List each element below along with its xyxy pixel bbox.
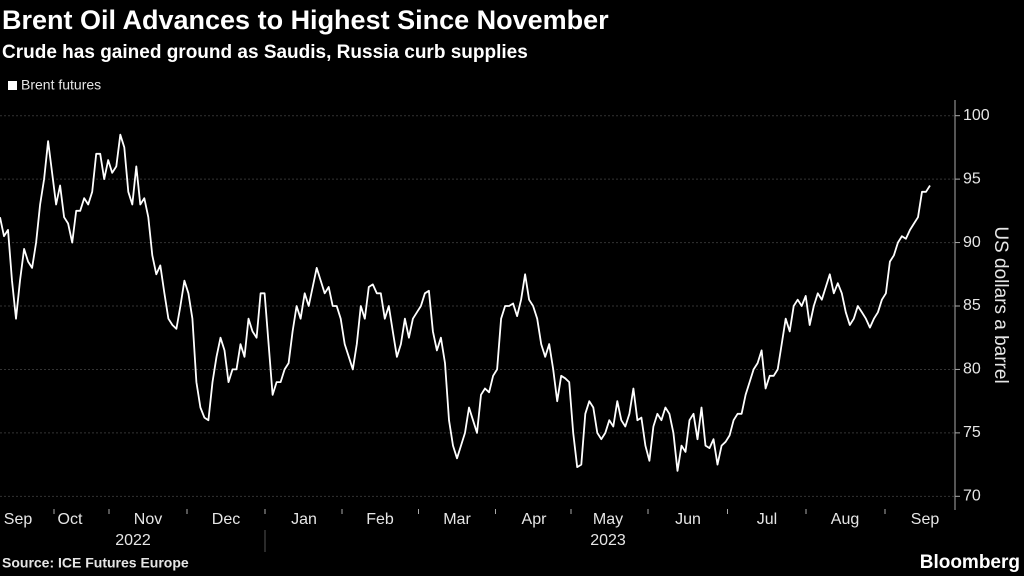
legend-swatch (8, 81, 17, 90)
x-tick-label: Apr (522, 511, 548, 528)
x-tick-label: Jan (291, 511, 317, 528)
x-tick-label: Dec (212, 511, 240, 528)
x-tick-label: May (593, 511, 623, 528)
price-line (0, 133, 931, 472)
y-tick-label: 70 (963, 488, 981, 505)
chart-subtitle: Crude has gained ground as Saudis, Russi… (2, 42, 528, 63)
y-axis-label: US dollars a barrel (990, 226, 1011, 383)
chart-title: Brent Oil Advances to Highest Since Nove… (2, 5, 609, 35)
year-label: 2022 (115, 532, 151, 549)
y-tick-label: 85 (963, 297, 981, 314)
x-tick-label: Jun (675, 511, 701, 528)
y-tick-label: 100 (963, 107, 990, 124)
year-label: 2023 (590, 532, 626, 549)
y-tick-label: 90 (963, 234, 981, 251)
x-tick-label: Jul (757, 511, 777, 528)
y-tick-label: 75 (963, 424, 981, 441)
x-tick-label: Aug (831, 511, 859, 528)
x-tick-label: Oct (58, 511, 83, 528)
x-tick-label: Feb (366, 511, 394, 528)
x-tick-label: Nov (134, 511, 162, 528)
x-tick-label: Mar (443, 511, 471, 528)
legend-label: Brent futures (21, 77, 101, 93)
x-tick-label: Sep (911, 511, 940, 528)
y-tick-label: 95 (963, 170, 981, 187)
y-tick-label: 80 (963, 361, 981, 378)
brand: Bloomberg (920, 552, 1020, 573)
source: Source: ICE Futures Europe (2, 555, 189, 571)
x-tick-label: Sep (4, 511, 33, 528)
